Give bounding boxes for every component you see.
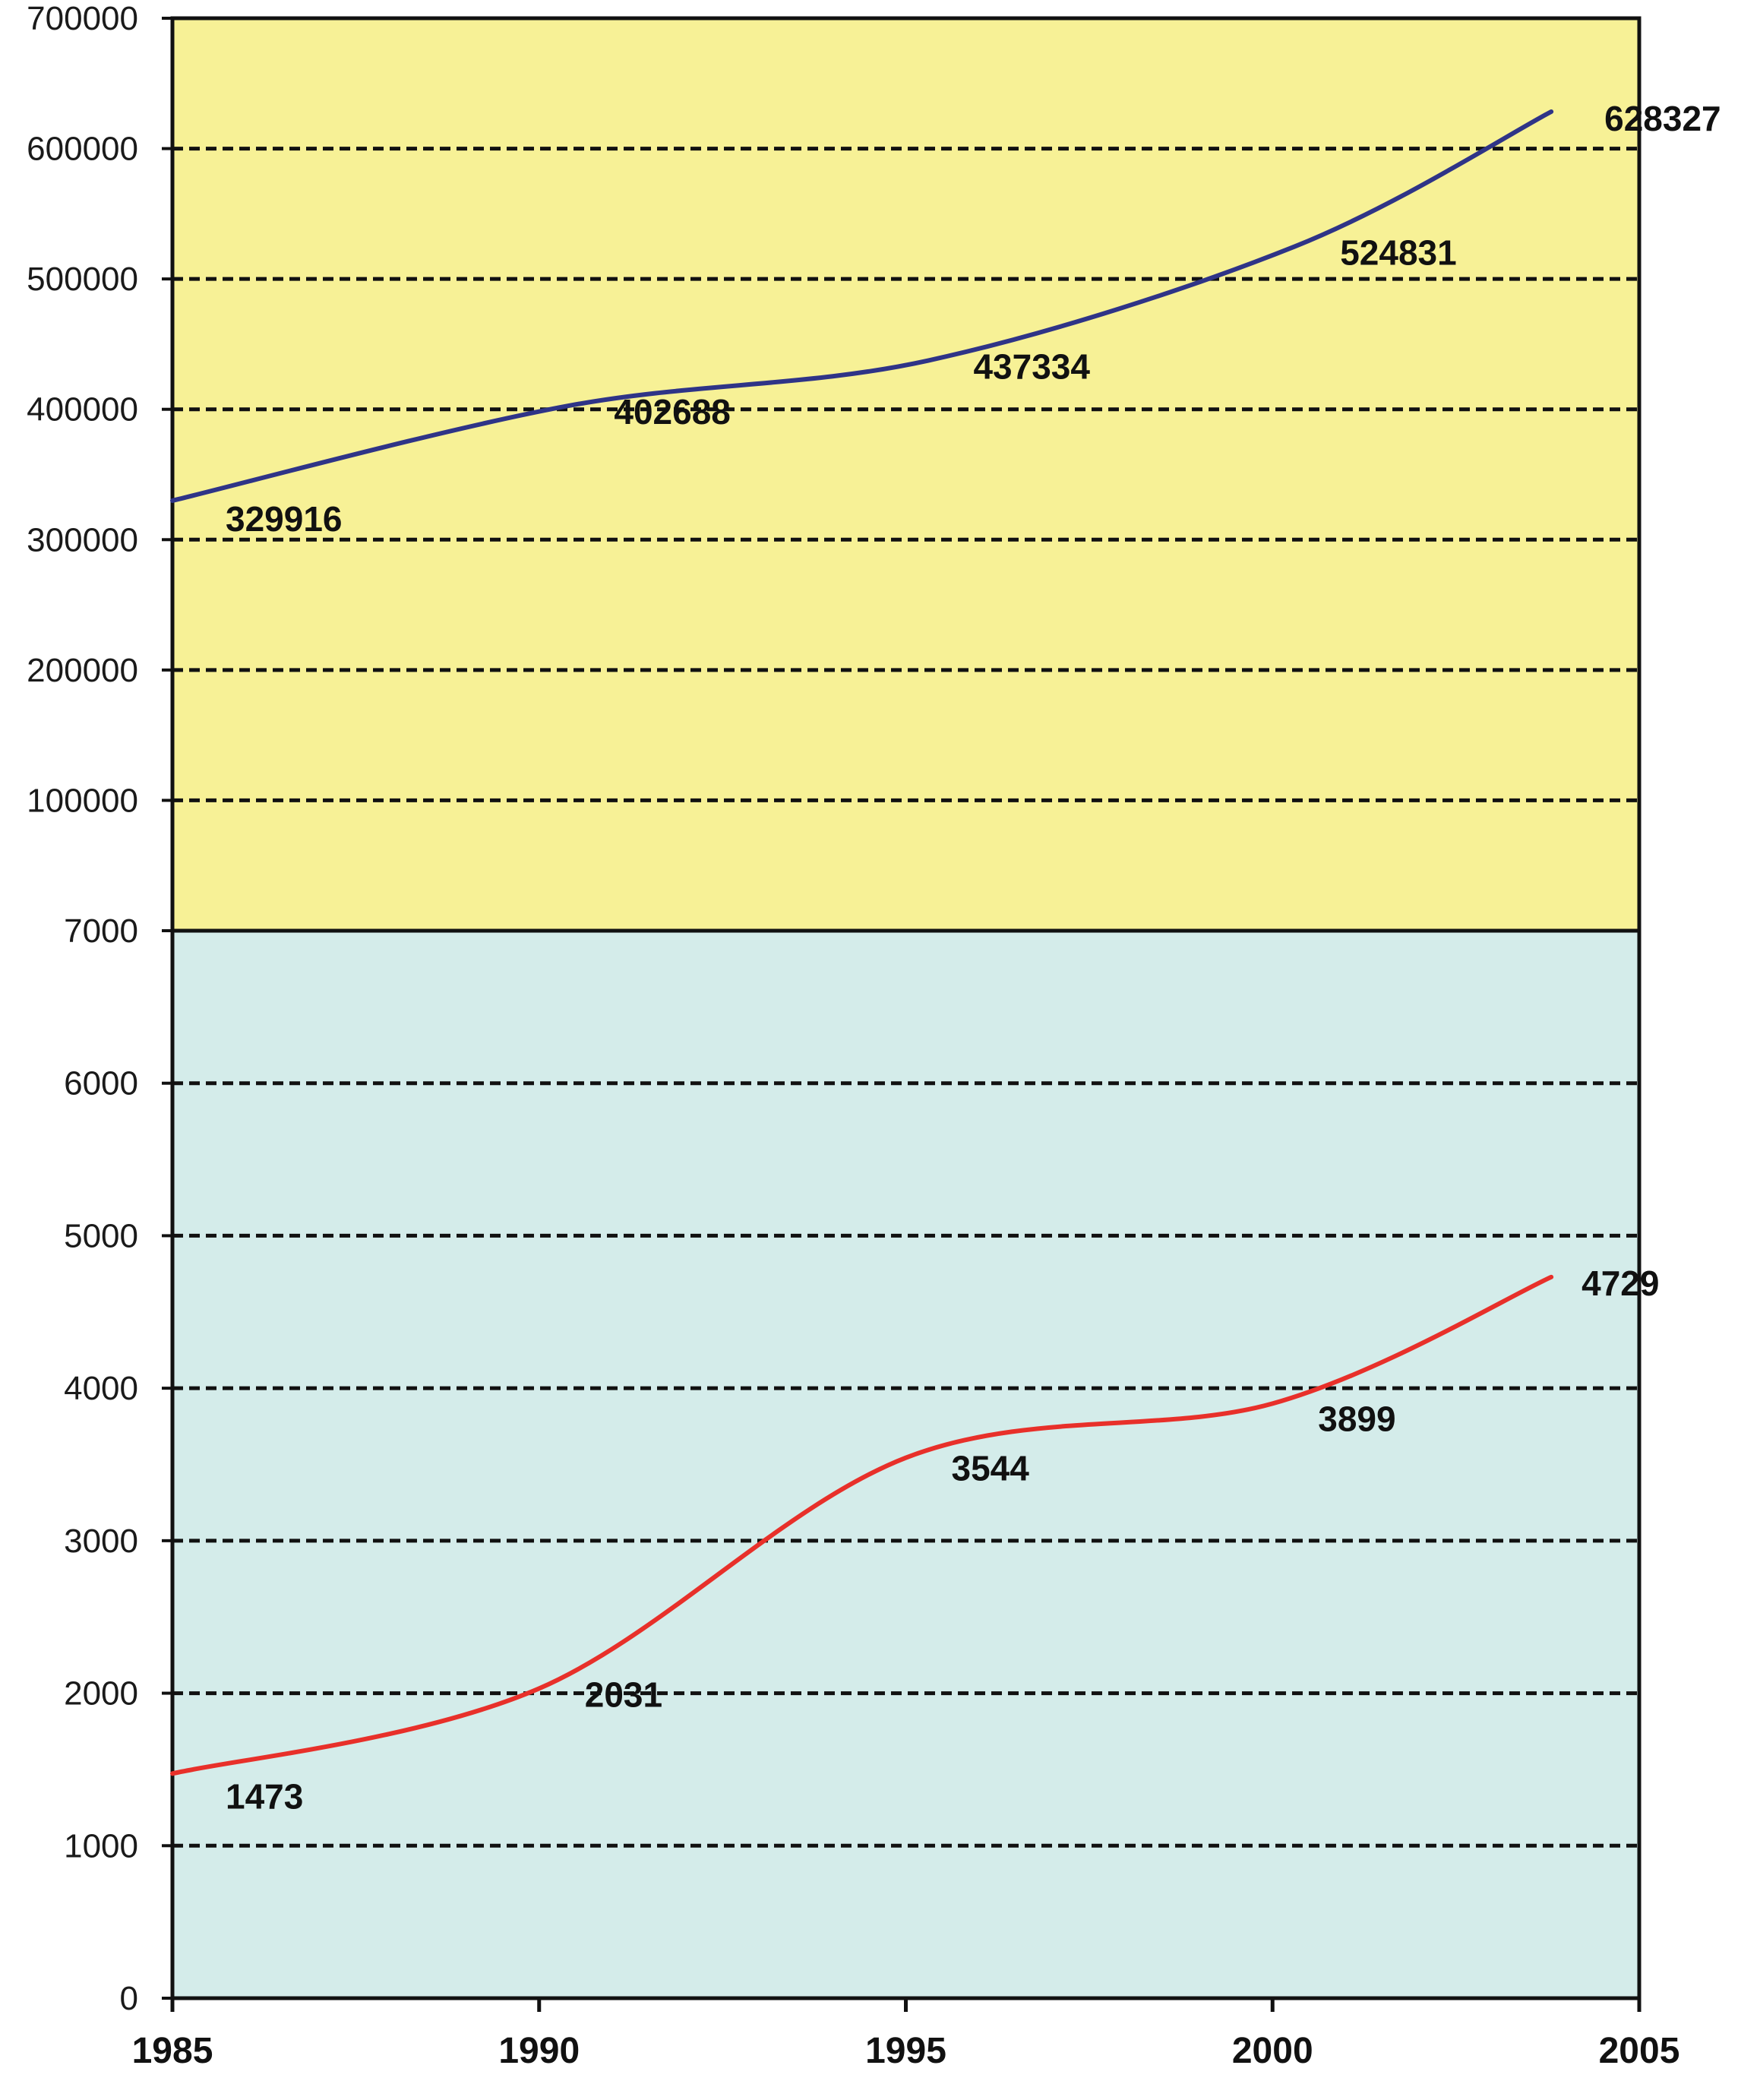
top-data-label: 402688 (614, 392, 731, 432)
bottom-y-tick-label: 4000 (64, 1370, 138, 1407)
top-y-tick-label: 600000 (27, 131, 138, 168)
x-tick-label: 2005 (1599, 2031, 1680, 2071)
top-y-tick-label: 700000 (27, 0, 138, 37)
bottom-data-label: 3544 (952, 1449, 1030, 1488)
bottom-y-tick-label: 7000 (64, 912, 138, 950)
top-y-tick-label: 200000 (27, 652, 138, 689)
x-tick-label: 2000 (1232, 2031, 1313, 2071)
top-data-label: 437334 (973, 347, 1090, 387)
bottom-data-label: 1473 (226, 1776, 303, 1816)
x-axis: 1985 1990 1995 2000 2005 (132, 1996, 1680, 2071)
top-plot-background (172, 18, 1639, 931)
bottom-y-tick-label: 6000 (64, 1065, 138, 1102)
bottom-y-tick-label: 1000 (64, 1827, 138, 1864)
bottom-y-tick-label: 5000 (64, 1217, 138, 1254)
bottom-y-tick-label: 3000 (64, 1523, 138, 1560)
top-series-line (170, 109, 1554, 503)
bottom-data-label: 3899 (1318, 1399, 1395, 1438)
top-y-tick-label: 300000 (27, 521, 138, 558)
bottom-panel: 7000 6000 5000 4000 3000 2000 1000 0 1473 2031 354… (64, 912, 1659, 2017)
x-tick-label: 1985 (132, 2031, 213, 2071)
top-data-label: 628327 (1604, 99, 1721, 138)
x-tick-label: 1990 (498, 2031, 580, 2071)
top-data-label: 524831 (1340, 233, 1457, 273)
bottom-data-label: 2031 (585, 1675, 662, 1714)
top-y-tick-label: 100000 (27, 782, 138, 819)
top-y-tick-label: 500000 (27, 261, 138, 298)
bottom-y-tick-label: 2000 (64, 1675, 138, 1713)
bottom-data-label: 4729 (1581, 1263, 1659, 1303)
top-y-tick-label: 400000 (27, 391, 138, 429)
x-tick-label: 1995 (865, 2031, 946, 2071)
top-data-label: 329916 (226, 499, 343, 539)
top-panel: 700000 600000 500000 400000 300000 200000 1000… (27, 0, 1721, 933)
bottom-plot-background (172, 931, 1639, 1998)
bottom-series-line (170, 1274, 1554, 1776)
bottom-y-tick-label: 0 (120, 1980, 138, 2017)
